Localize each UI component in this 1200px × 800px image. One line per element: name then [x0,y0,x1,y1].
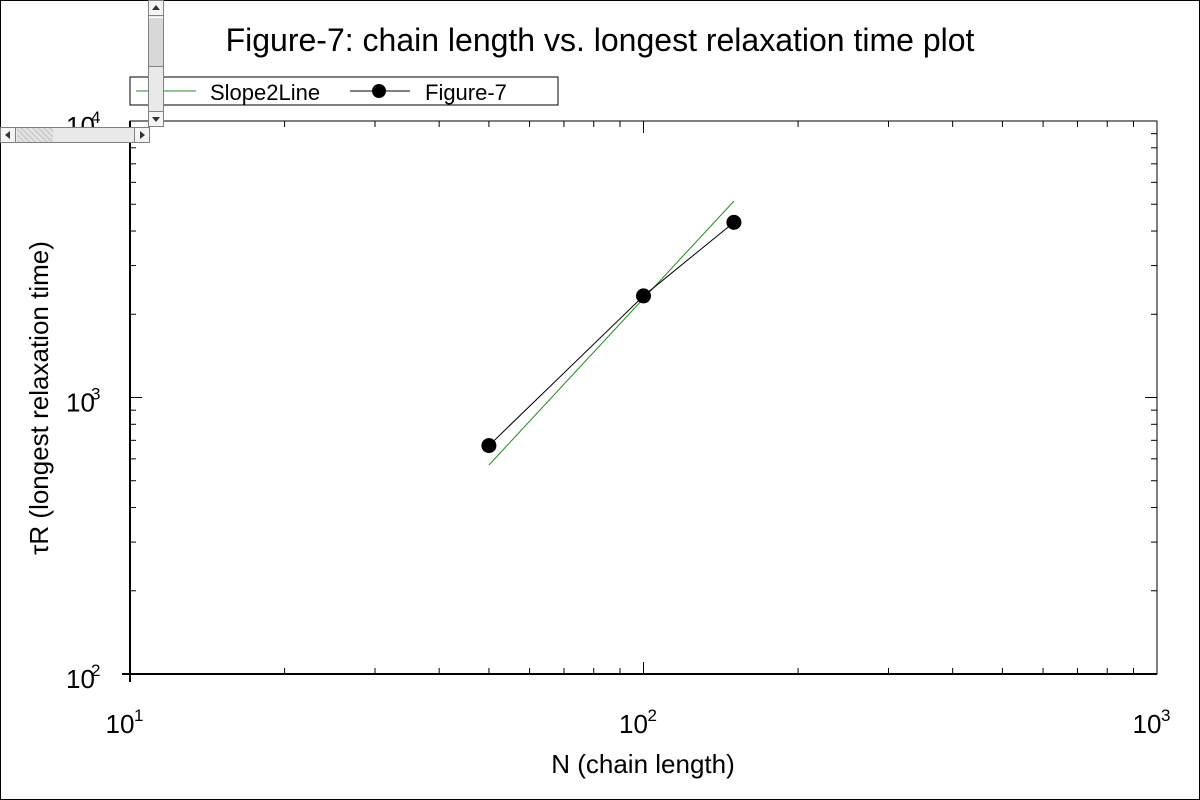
legend-label-slope2line: Slope2Line [210,80,320,105]
x-tick-label: 10 [106,709,135,739]
arrow-left-icon [5,131,10,139]
vertical-scrollbar[interactable] [148,0,164,127]
y-tick-label-exponent: 4 [91,108,100,127]
horizontal-scroll-thumb[interactable] [17,128,53,142]
y-tick-label-exponent: 2 [91,661,100,680]
arrow-down-icon [152,117,160,122]
legend: Slope2Line Figure-7 [129,76,559,106]
scroll-down-button[interactable] [149,111,163,126]
legend-label-figure-7: Figure-7 [425,80,507,105]
x-tick-label-exponent: 1 [134,706,143,725]
scroll-left-button[interactable] [1,128,16,142]
x-tick-label-exponent: 2 [648,706,657,725]
plot-frame [129,120,1158,675]
y-tick-label: 10 [66,664,95,694]
arrow-up-icon [152,5,160,10]
series-line-figure-7 [488,221,735,446]
x-tick-label: 10 [619,709,648,739]
chart-title: Figure-7: chain length vs. longest relax… [226,22,975,58]
vertical-scroll-thumb[interactable] [149,17,163,67]
x-tick-label: 10 [1133,709,1162,739]
legend-marker-figure-7 [372,84,386,98]
horizontal-scrollbar[interactable] [0,127,150,143]
series-line-slope2line [488,200,735,466]
y-axis-label: τR (longest relaxation time) [24,241,54,555]
y-tick-label: 10 [66,388,95,418]
data-point-figure-7 [481,438,497,454]
x-tick-label-exponent: 3 [1161,706,1170,725]
scroll-up-button[interactable] [149,1,163,16]
data-point-figure-7 [726,214,742,230]
x-axis-label: N (chain length) [551,749,735,779]
scroll-right-button[interactable] [134,128,149,142]
arrow-right-icon [140,131,145,139]
y-tick-label-exponent: 3 [91,385,100,404]
legend-box [129,76,559,106]
data-point-figure-7 [636,288,651,304]
